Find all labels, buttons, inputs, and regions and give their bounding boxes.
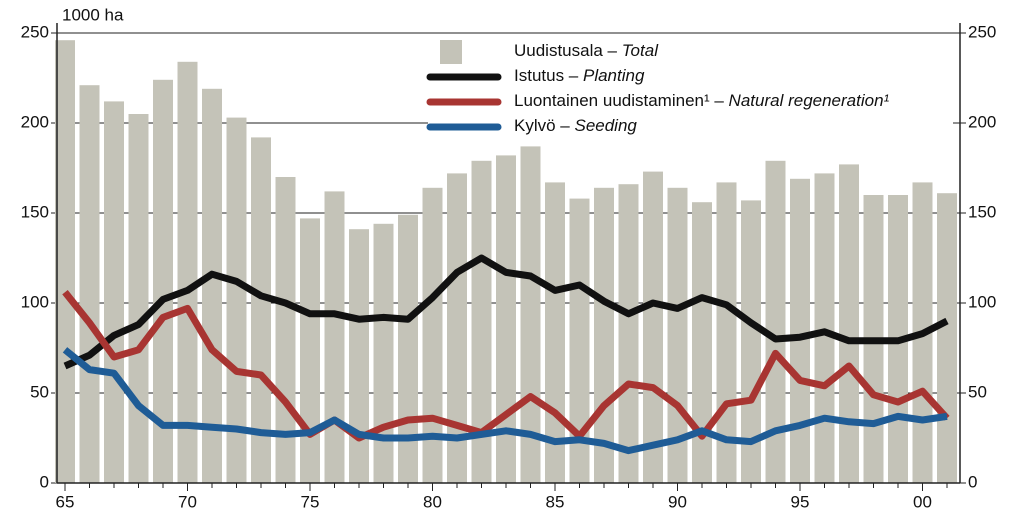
bar — [300, 218, 320, 483]
bar — [202, 88, 222, 484]
bar — [55, 40, 75, 483]
y-tick-label: 200 — [21, 112, 49, 131]
y-tick-label: 100 — [21, 292, 49, 311]
bar — [153, 79, 173, 484]
bar — [937, 193, 957, 483]
bar — [839, 164, 859, 483]
y2-tick-label: 0 — [968, 472, 977, 491]
y-axis-label: 1000 ha — [62, 5, 124, 24]
legend-label: Istutus – Planting — [514, 66, 645, 85]
x-tick-label: 70 — [178, 492, 197, 511]
y2-tick-label: 250 — [968, 22, 996, 41]
x-tick-label: 80 — [423, 492, 442, 511]
legend-box — [428, 34, 953, 142]
bar — [643, 171, 663, 483]
bar — [814, 173, 835, 483]
legend-swatch — [440, 40, 462, 64]
legend-label: Uudistusala – Total — [514, 41, 659, 60]
y-tick-label: 50 — [30, 382, 49, 401]
y-tick-label: 150 — [21, 202, 49, 221]
bar — [569, 198, 590, 483]
bar — [128, 114, 149, 483]
y-tick-label: 250 — [21, 22, 49, 41]
bar — [373, 223, 394, 484]
x-tick-label: 95 — [791, 492, 810, 511]
bar — [765, 160, 786, 484]
line — [62, 347, 948, 455]
bar — [398, 214, 418, 484]
bar — [324, 191, 345, 483]
bar — [447, 173, 467, 483]
bar — [692, 202, 712, 483]
bar — [618, 184, 639, 483]
y2-tick-label: 150 — [968, 202, 996, 221]
line — [63, 254, 949, 370]
bar — [79, 85, 100, 483]
bar — [104, 101, 124, 484]
bar — [422, 187, 443, 484]
bar — [790, 178, 810, 484]
y2-tick-label: 100 — [968, 292, 996, 311]
y2-tick-label: 50 — [968, 382, 987, 401]
bar — [177, 61, 198, 484]
line — [62, 290, 950, 442]
bar — [594, 187, 614, 484]
legend-label: Kylvö – Seeding — [514, 116, 637, 135]
x-tick-label: 75 — [301, 492, 320, 511]
legend-label: Luontainen uudistaminen¹ – Natural regen… — [514, 91, 890, 110]
bar — [226, 117, 247, 483]
bar — [471, 160, 492, 484]
x-tick-label: 00 — [913, 492, 932, 511]
y-tick-label: 0 — [40, 472, 49, 491]
y2-tick-label: 200 — [968, 112, 996, 131]
bar — [251, 137, 271, 483]
x-tick-label: 65 — [56, 492, 75, 511]
bar — [741, 200, 761, 483]
x-tick-label: 85 — [546, 492, 565, 511]
x-tick-label: 90 — [668, 492, 687, 511]
bar — [496, 155, 516, 483]
bar — [349, 229, 369, 483]
